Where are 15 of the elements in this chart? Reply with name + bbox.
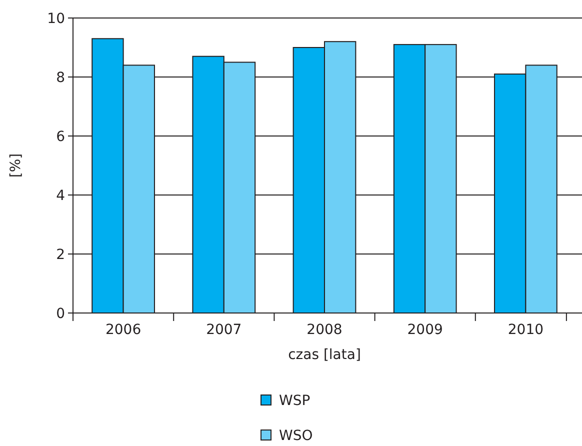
y-tick-label: 2 [56, 246, 65, 263]
y-tick-label: 4 [56, 188, 66, 204]
y-tick-label: 0 [56, 306, 65, 322]
legend-label: WSP [279, 392, 310, 409]
x-tick-label: 2006 [105, 322, 142, 338]
x-tick-label: 2007 [206, 322, 242, 338]
y-tick-label: 6 [56, 128, 66, 145]
x-axis-title: czas [lata] [288, 347, 361, 363]
y-tick-label: 10 [47, 10, 65, 27]
x-tick-label: 2008 [306, 322, 342, 338]
y-axis-title: [%] [8, 153, 24, 178]
y-tick-label: 8 [56, 70, 65, 86]
x-tick-label: 2009 [407, 322, 443, 338]
legend-label: WSO [279, 428, 313, 444]
x-tick-label: 2010 [508, 322, 544, 338]
